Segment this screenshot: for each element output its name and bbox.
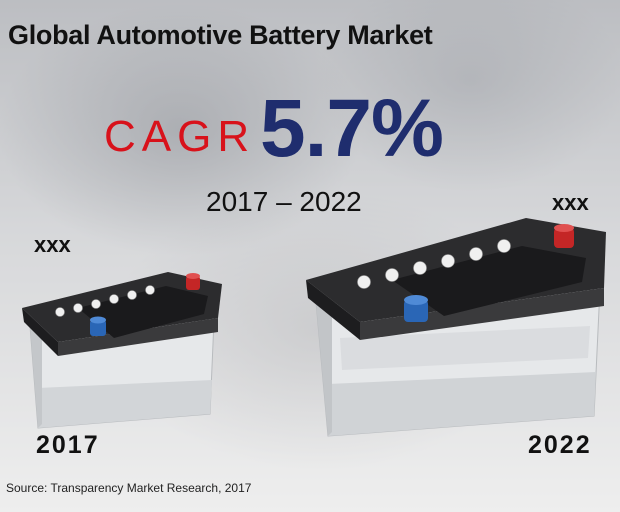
forecast-period: 2017 – 2022	[206, 186, 362, 217]
market-value-2022: xxx	[552, 190, 589, 215]
positive-terminal	[186, 276, 200, 290]
positive-terminal	[554, 228, 574, 248]
cagr-value: 5.7%	[260, 83, 444, 174]
page-title: Global Automotive Battery Market	[8, 20, 433, 50]
year-label-2017: 2017	[36, 431, 100, 459]
negative-terminal	[90, 320, 106, 336]
source-note: Source: Transparency Market Research, 20…	[6, 481, 252, 495]
battery-2017-image	[22, 272, 222, 429]
battery-2022-image	[306, 218, 606, 437]
cagr-label: CAGR	[104, 112, 256, 161]
negative-terminal	[404, 300, 428, 322]
year-label-2022: 2022	[528, 431, 592, 459]
market-value-2017: xxx	[34, 232, 71, 257]
